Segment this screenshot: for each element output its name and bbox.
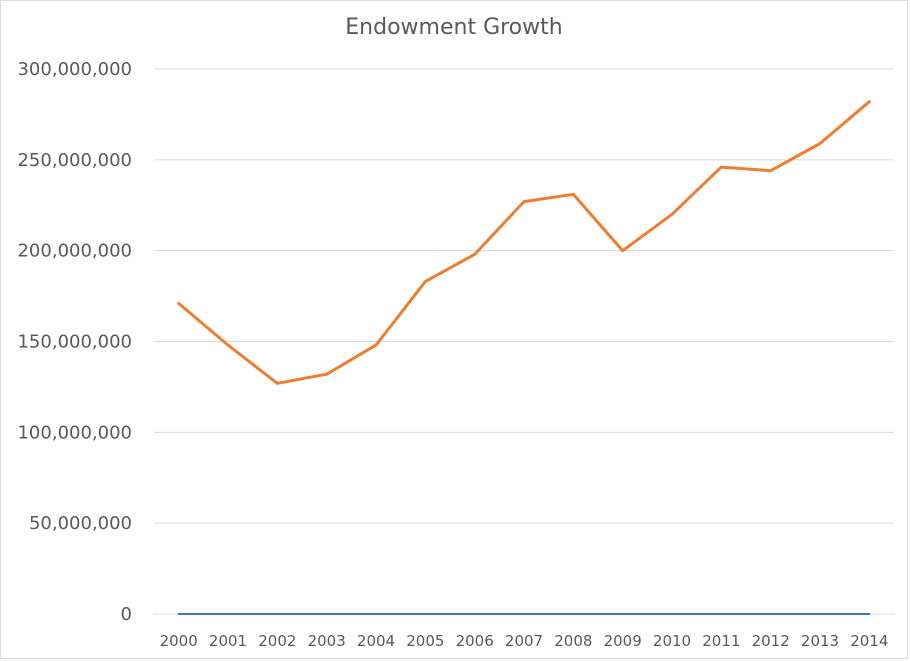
x-tick-label: 2013	[801, 632, 839, 650]
x-tick-label: 2005	[406, 632, 444, 650]
gridlines	[154, 68, 894, 615]
x-tick-label: 2006	[456, 632, 494, 650]
x-tick-label: 2008	[554, 632, 592, 650]
x-tick-label: 2014	[850, 632, 888, 650]
x-tick-label: 2003	[308, 632, 346, 650]
y-tick-label: 0	[121, 604, 132, 625]
y-axis-ticks: 0 50,000,000 100,000,000 150,000,000 200,000…	[17, 59, 132, 625]
x-tick-label: 2009	[604, 632, 642, 650]
x-axis-ticks: 2000 2001 2002 2003 2004 2005 2006 2007 2008 2009…	[160, 632, 889, 650]
y-tick-label: 300,000,000	[17, 59, 132, 80]
y-tick-label: 250,000,000	[17, 150, 132, 171]
x-tick-label: 2011	[702, 632, 740, 650]
x-tick-label: 2002	[258, 632, 296, 650]
x-tick-label: 2012	[752, 632, 790, 650]
x-tick-label: 2010	[653, 632, 691, 650]
y-tick-label: 100,000,000	[17, 422, 132, 443]
x-tick-label: 2000	[160, 632, 198, 650]
y-tick-label: 50,000,000	[29, 513, 132, 534]
chart-title: Endowment Growth	[345, 15, 563, 40]
y-tick-label: 200,000,000	[17, 241, 132, 262]
series-lines	[177, 100, 871, 615]
y-tick-label: 150,000,000	[17, 332, 132, 353]
x-tick-label: 2004	[357, 632, 395, 650]
x-tick-label: 2001	[209, 632, 247, 650]
x-tick-label: 2007	[505, 632, 543, 650]
